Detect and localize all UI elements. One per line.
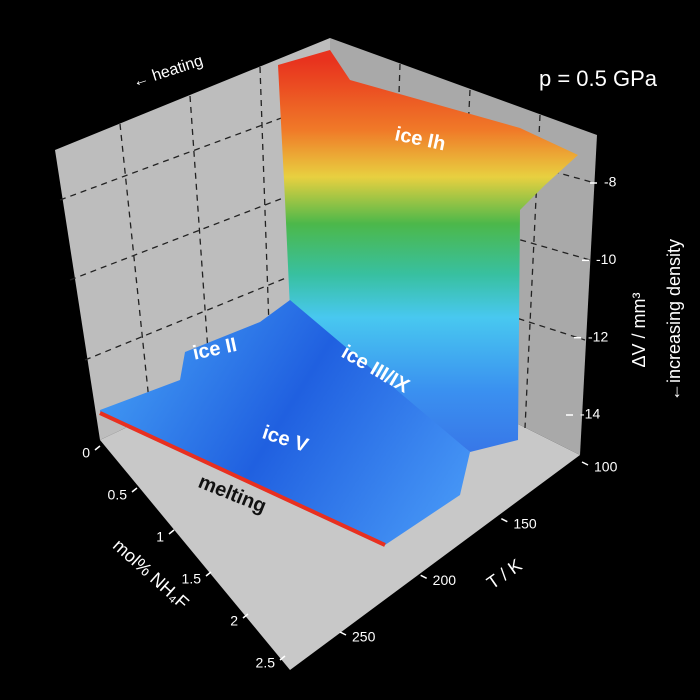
- tick-mark: [168, 529, 175, 535]
- tick-mark: [581, 461, 589, 466]
- y-axis-label: T / K: [483, 555, 525, 593]
- z-tick-label: -10: [596, 251, 616, 267]
- y-tick-label: 250: [352, 629, 376, 645]
- x-tick-label: 1: [156, 529, 164, 545]
- z-axis-label: ΔV / mm³: [629, 292, 649, 367]
- x-axis-label: mol% NH₄F: [109, 535, 193, 613]
- tick-mark: [205, 571, 212, 577]
- x-tick-label: 2: [230, 613, 238, 629]
- melting-line: [99, 411, 386, 547]
- tick-mark: [279, 655, 286, 661]
- tick-mark: [339, 631, 347, 636]
- tick-mark: [131, 487, 138, 493]
- x-tick-label: 0: [82, 445, 90, 461]
- z-tick-label: -8: [604, 174, 617, 190]
- z-tick-label: -14: [580, 406, 600, 422]
- x-tick-label: 1.5: [182, 571, 202, 587]
- x-tick-label: 0.5: [108, 487, 128, 503]
- z-tick-label: -12: [588, 328, 608, 344]
- title: p = 0.5 GPa: [539, 66, 658, 91]
- x-tick-label: 2.5: [256, 655, 276, 671]
- y-tick-label: 200: [433, 572, 457, 588]
- surface-wall: [278, 50, 578, 452]
- y-tick-label: 100: [594, 459, 618, 475]
- annotation: ←increasing density: [664, 239, 684, 401]
- tick-mark: [242, 613, 249, 619]
- tick-mark: [94, 445, 101, 451]
- annotation: ← heating: [131, 52, 206, 91]
- y-tick-label: 150: [513, 515, 537, 531]
- surface-floor: [100, 300, 470, 545]
- tick-mark: [420, 574, 428, 580]
- tick-mark: [500, 517, 508, 523]
